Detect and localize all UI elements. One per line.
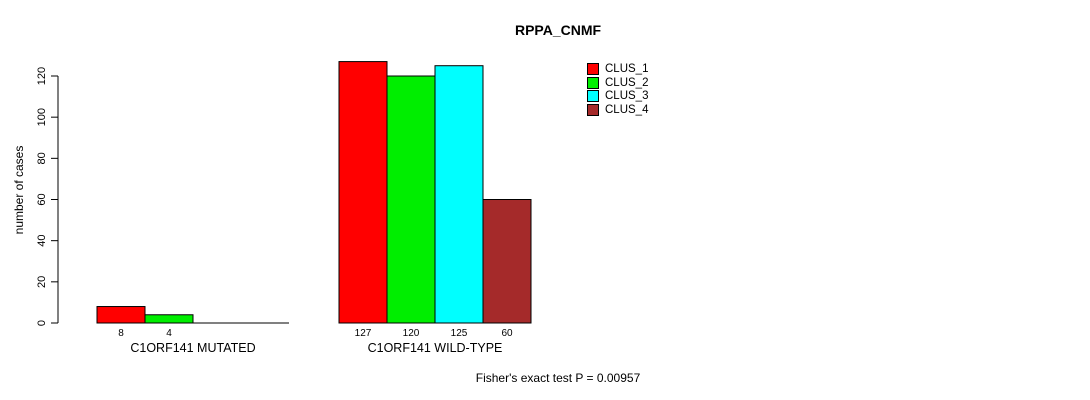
category-label: C1ORF141 MUTATED xyxy=(130,341,255,355)
legend-item-label: CLUS_3 xyxy=(605,90,649,103)
y-tick-label: 40 xyxy=(36,235,48,247)
y-tick-label: 100 xyxy=(36,108,48,126)
bar-value-label: 60 xyxy=(501,328,513,339)
bar-clus_2-group0 xyxy=(144,314,194,324)
y-tick-label: 0 xyxy=(36,320,48,326)
legend-item-label: CLUS_1 xyxy=(605,62,649,75)
legend-swatch-icon xyxy=(587,76,599,89)
bar-clus_1-group0 xyxy=(96,306,146,324)
y-tick-label: 60 xyxy=(36,193,48,205)
y-tick-label: 20 xyxy=(36,276,48,288)
legend-item-clus_3: CLUS_3 xyxy=(587,89,648,103)
bar-clus_1-group1 xyxy=(338,61,388,324)
bar-clus_3-group1 xyxy=(434,65,484,324)
bar-value-label: 125 xyxy=(451,328,468,339)
bar-value-label: 4 xyxy=(166,328,172,339)
legend: CLUS_1 CLUS_2 CLUS_3 CLUS_4 xyxy=(587,62,648,117)
legend-item-clus_1: CLUS_1 xyxy=(587,62,648,76)
bar-value-label: 8 xyxy=(118,328,124,339)
y-tick-label: 120 xyxy=(36,67,48,85)
legend-swatch-icon xyxy=(587,62,599,75)
legend-item-clus_4: CLUS_4 xyxy=(587,103,648,117)
chart-title: RPPA_CNMF xyxy=(514,22,602,38)
legend-swatch-icon xyxy=(587,103,599,116)
bar-clus_2-group1 xyxy=(386,75,436,324)
y-tick-label: 80 xyxy=(36,152,48,164)
bar-value-label: 120 xyxy=(403,328,420,339)
bar-value-label: 127 xyxy=(355,328,372,339)
legend-item-clus_2: CLUS_2 xyxy=(587,76,648,90)
legend-item-label: CLUS_4 xyxy=(605,103,649,116)
fisher-test-annotation: Fisher's exact test P = 0.00957 xyxy=(475,371,641,385)
category-label: C1ORF141 WILD-TYPE xyxy=(368,341,503,355)
legend-item-label: CLUS_2 xyxy=(605,76,649,89)
bar-clus_4-group1 xyxy=(482,199,532,324)
legend-swatch-icon xyxy=(587,90,599,103)
